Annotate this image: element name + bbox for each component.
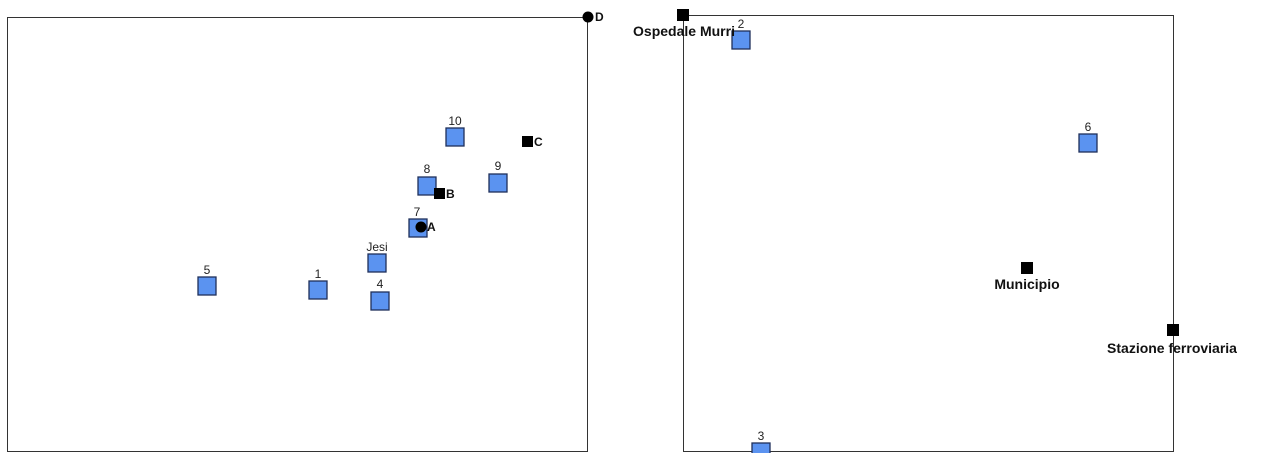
sample-point-1 <box>308 280 328 300</box>
sample-point-5 <box>197 276 217 296</box>
reference-marker-d <box>582 11 594 23</box>
sample-label-8: 8 <box>423 162 431 176</box>
sample-label-3: 3 <box>757 429 765 443</box>
sample-point-4 <box>370 291 390 311</box>
sample-point-jesi <box>367 253 387 273</box>
sample-label-2: 2 <box>737 17 745 31</box>
reference-marker-b <box>434 188 445 199</box>
right-panel-frame <box>683 15 1174 452</box>
sample-label-7: 7 <box>413 205 421 219</box>
sample-label-jesi: Jesi <box>366 240 388 254</box>
landmark-label-stazione: Stazione ferroviaria <box>1107 340 1237 356</box>
sample-point-3 <box>751 442 771 453</box>
sample-label-9: 9 <box>494 159 502 173</box>
reference-marker-c <box>522 136 533 147</box>
sample-point-8 <box>417 176 437 196</box>
left-panel-frame <box>7 17 588 452</box>
sample-point-10 <box>445 127 465 147</box>
sample-label-10: 10 <box>448 114 462 128</box>
landmark-marker-stazione <box>1167 324 1179 336</box>
reference-label-a: A <box>427 220 436 234</box>
reference-label-d: D <box>595 10 604 24</box>
reference-label-b: B <box>446 187 455 201</box>
sample-point-9 <box>488 173 508 193</box>
sample-point-6 <box>1078 133 1098 153</box>
sample-label-1: 1 <box>314 267 322 281</box>
sample-point-2 <box>731 30 751 50</box>
landmark-marker-municipio <box>1021 262 1033 274</box>
landmark-label-municipio: Municipio <box>994 276 1060 292</box>
landmark-marker-ospedale <box>677 9 689 21</box>
sample-label-5: 5 <box>203 263 211 277</box>
sample-label-4: 4 <box>376 277 384 291</box>
reference-label-c: C <box>534 135 543 149</box>
reference-marker-a <box>415 221 427 233</box>
sample-label-6: 6 <box>1084 120 1092 134</box>
landmark-label-ospedale: Ospedale Murri <box>633 23 735 39</box>
